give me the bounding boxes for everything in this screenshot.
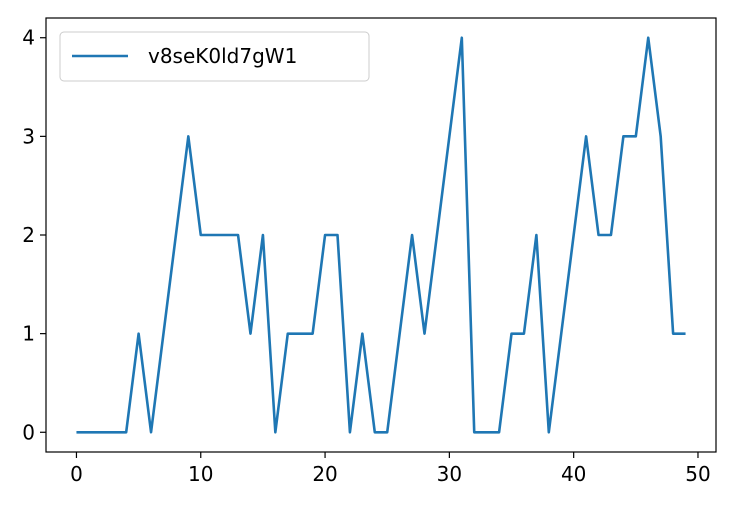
x-tick-label: 20 <box>312 462 337 486</box>
x-tick-label: 0 <box>70 462 83 486</box>
legend-label-v8seK0ld7gW1: v8seK0ld7gW1 <box>148 44 297 68</box>
legend: v8seK0ld7gW1 <box>59 31 370 82</box>
y-tick-label: 4 <box>22 26 35 50</box>
x-axis: 0 10 20 30 40 50 <box>70 452 711 486</box>
x-tick-label: 50 <box>685 462 710 486</box>
x-tick-label: 30 <box>437 462 462 486</box>
y-tick-label: 2 <box>22 223 35 247</box>
series-layer <box>76 36 686 434</box>
x-tick-label: 40 <box>561 462 586 486</box>
legend-box <box>59 31 370 82</box>
series-line-v8seK0ld7gW1 <box>76 36 686 434</box>
x-tick-label: 10 <box>188 462 213 486</box>
y-tick-label: 1 <box>22 322 35 346</box>
y-tick-label: 3 <box>22 124 35 148</box>
y-axis: 0 1 2 3 4 <box>22 26 46 444</box>
y-tick-label: 0 <box>22 420 35 444</box>
